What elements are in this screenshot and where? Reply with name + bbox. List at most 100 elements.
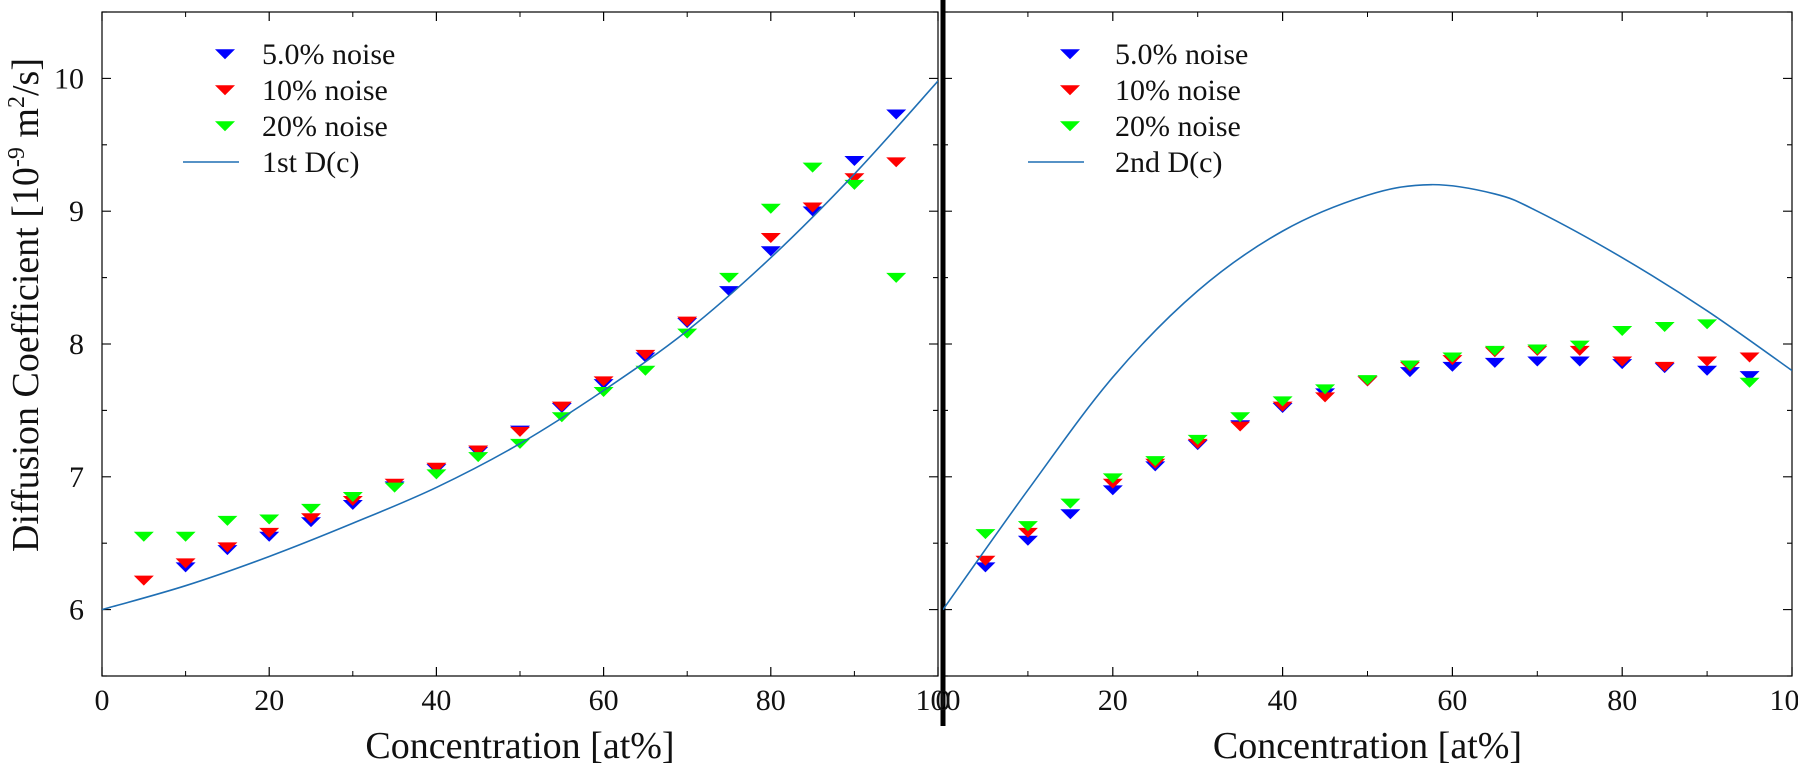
left-x-tick-label: 0 [95, 684, 110, 717]
left-legend-label: 20% noise [262, 110, 388, 143]
right-series-2-point [1654, 321, 1675, 332]
right-series-1-point [1017, 527, 1038, 538]
right-series-2-point [1527, 344, 1548, 355]
right-x-tick-label: 80 [1607, 684, 1637, 717]
right-series-2-point [1017, 521, 1038, 532]
right-series-1-point [1230, 421, 1251, 432]
left-series-2-point [384, 482, 405, 493]
right-series-0-point [1739, 371, 1760, 382]
left-x-tick-label: 40 [421, 684, 451, 717]
right-series-2-point [1442, 352, 1463, 363]
right-series-2-point [1739, 377, 1760, 388]
left-legend-label: 1st D(c) [262, 146, 359, 179]
right-series-1-point [1315, 392, 1336, 403]
left-series-2-point [719, 272, 739, 283]
right-series-2-point [1187, 434, 1208, 445]
left-legend-marker [215, 85, 235, 96]
right-series-1-point [1739, 352, 1760, 363]
left-y-tick-label: 6 [69, 594, 84, 627]
right-series-2-point [1697, 319, 1718, 330]
right-x-tick-label: 20 [1098, 684, 1128, 717]
right-legend-label: 10% noise [1115, 74, 1241, 107]
left-y-tick-label: 10 [54, 62, 84, 95]
left-series-1-point [551, 401, 572, 412]
left-y-tick-label: 8 [69, 328, 84, 361]
left-x-axis-title: Concentration [at%] [365, 725, 674, 767]
right-legend-label: 20% noise [1115, 110, 1241, 143]
left-y-tick-label: 7 [69, 461, 84, 494]
right-legend-label: 2nd D(c) [1115, 146, 1222, 179]
left-series-1-point [844, 173, 865, 184]
left-series-1-point [426, 462, 447, 473]
right-series-2-point [1060, 498, 1081, 509]
right-series-0-point [1697, 365, 1718, 376]
left-series-2-point [677, 328, 698, 339]
left-y-tick-label: 9 [69, 195, 84, 228]
left-series-1-point [760, 233, 781, 243]
right-panel: 0 20 40 60 80 100 Concentration [at%] 5.0% nois… [936, 11, 1798, 767]
right-series-1-point [1612, 356, 1633, 367]
right-legend-label: 5.0% noise [1115, 38, 1248, 71]
right-series-1-point [1102, 478, 1123, 489]
y-axis-title-exponent: -9 [4, 147, 30, 167]
left-series-1-point [593, 376, 614, 387]
left-series-2-point [133, 531, 154, 542]
left-series-1-point [301, 513, 321, 524]
left-series-2-point [635, 365, 656, 376]
right-legend-marker [1060, 49, 1080, 60]
left-series-1-point [133, 575, 154, 586]
right-series-1-point [1697, 356, 1718, 367]
right-series-0-point [1569, 356, 1590, 367]
left-legend-marker [215, 121, 235, 132]
right-series-2-point [1612, 325, 1633, 336]
left-series-2-point [593, 387, 614, 398]
left-series-0-point [719, 286, 739, 297]
right-series-1-point [1569, 345, 1590, 356]
left-series-1-point [802, 202, 823, 213]
right-series-0-point [1442, 361, 1463, 372]
left-series-0-point [760, 246, 781, 257]
svg-text:Diffusion Coefficient [10-9 m2: Diffusion Coefficient [10-9 m2/s] [4, 58, 47, 552]
left-series-2-point [301, 503, 321, 514]
right-series-2-point [1569, 340, 1590, 351]
left-series-2-point [802, 162, 823, 173]
left-x-tick-label: 100 [916, 684, 961, 717]
right-x-axis-title: Concentration [at%] [1213, 725, 1522, 767]
right-x-tick-label: 40 [1268, 684, 1298, 717]
y-axis-title: Diffusion Coefficient [10-9 m2/s] [4, 58, 47, 552]
right-x-tick-label: 60 [1437, 684, 1467, 717]
left-series-2-point [844, 179, 865, 190]
right-series-2-point [1230, 412, 1251, 423]
left-series-2-point [175, 531, 196, 542]
left-series-1-point [217, 542, 238, 553]
left-legend-label: 10% noise [262, 74, 388, 107]
left-series-1-point [635, 349, 656, 360]
left-series-1-point [510, 426, 530, 437]
right-series-2-point [1102, 473, 1123, 484]
right-series-2-point [1399, 360, 1420, 371]
y-axis-title-unit-exponent: 2 [4, 96, 30, 108]
left-x-tick-label: 20 [254, 684, 284, 717]
right-series-1-point [975, 555, 996, 566]
left-series-1-point [468, 445, 489, 456]
left-panel: 0 20 40 60 80 100 6 7 8 9 10 Concentration [at%] 5.0… [54, 11, 961, 767]
left-series-0-point [886, 109, 907, 120]
left-series-2-point [468, 452, 489, 463]
left-legend-marker [215, 49, 235, 60]
left-series-1-point [259, 527, 280, 538]
left-series-2-point [259, 514, 280, 525]
right-x-tick-label: 100 [1770, 684, 1798, 717]
right-series-2-point [1315, 384, 1336, 395]
right-series-0-point [975, 562, 996, 573]
left-series-0-point [844, 155, 865, 166]
y-axis-title-main: Diffusion Coefficient [10 [5, 167, 47, 552]
y-axis-title-end: /s] [5, 58, 47, 96]
left-series-2-point [217, 515, 238, 526]
right-series-2-point [1357, 375, 1378, 386]
right-series-0-point [1060, 509, 1081, 520]
left-series-2-point [426, 469, 447, 480]
right-legend-marker [1060, 121, 1080, 132]
right-series-2-point [1484, 345, 1505, 356]
right-series-2-point [1145, 456, 1166, 467]
